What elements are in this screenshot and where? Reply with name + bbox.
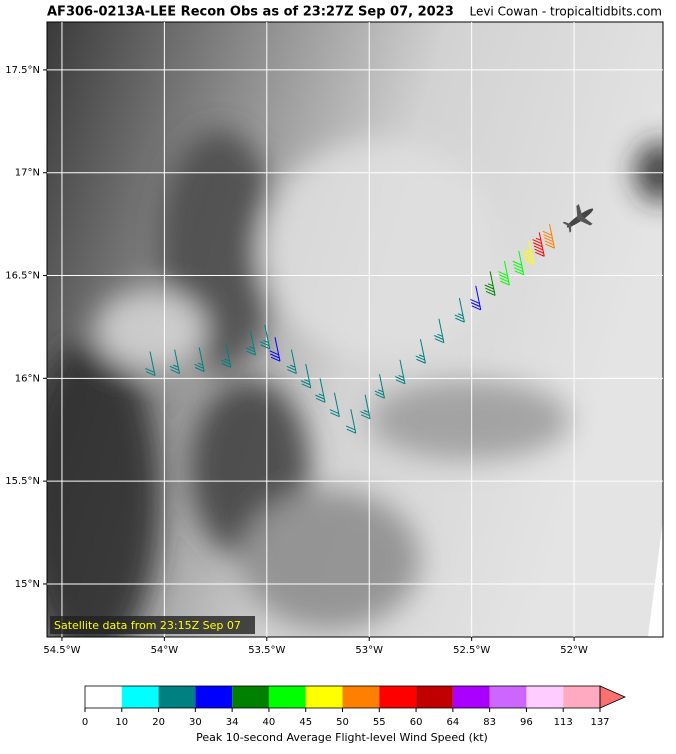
colorbar: 0 10 20 30 34 40 45 50 55 60 64 83 96 113 137 (82, 685, 626, 728)
x-tick-label: 54°W (151, 645, 179, 656)
aircraft-icon (562, 204, 594, 233)
x-tick-label: 53°W (355, 645, 383, 656)
wind-barb (169, 349, 181, 375)
wind-barb (542, 224, 555, 249)
colorbar-swatch (416, 686, 453, 708)
colorbar-swatch (158, 686, 196, 708)
colorbar-label: Peak 10-second Average Flight-level Wind… (196, 731, 488, 744)
wind-barb (345, 409, 357, 434)
satellite-image (47, 22, 663, 637)
plot-frame (46, 21, 664, 638)
colorbar-swatch (489, 686, 527, 708)
colorbar-tick-label: 55 (373, 717, 386, 728)
credit: Levi Cowan - tropicaltidbits.com (469, 5, 662, 19)
wind-barb (454, 298, 465, 323)
colorbar-tick-label: 40 (263, 717, 276, 728)
wind-barb (194, 347, 205, 372)
x-tick-label: 52.5°W (453, 645, 490, 656)
wind-barb (245, 330, 256, 356)
colorbar-tick-label: 30 (189, 717, 202, 728)
wind-barb (145, 351, 156, 377)
wind-barb (329, 392, 340, 418)
y-tick-label: 16.5°N (5, 271, 40, 282)
colorbar-swatch (342, 686, 380, 708)
wind-barb (395, 359, 406, 385)
wind-barb (512, 250, 525, 276)
wind-barb (498, 261, 510, 286)
colorbar-tick-label: 113 (554, 717, 573, 728)
colorbar-swatch (305, 686, 343, 708)
colorbar-tick-label: 60 (410, 717, 423, 728)
colorbar-swatch (268, 686, 306, 708)
colorbar-swatch (195, 686, 233, 708)
colorbar-tick-label: 64 (446, 717, 459, 728)
y-tick-label: 15°N (15, 579, 40, 590)
colorbar-swatch (121, 686, 159, 708)
colorbar-tick-label: 34 (226, 717, 239, 728)
colorbar-tick-label: 83 (483, 717, 496, 728)
x-tick-label: 53.5°W (248, 645, 285, 656)
wind-barb (286, 349, 297, 375)
wind-barbs (145, 224, 555, 434)
colorbar-tick-label: 10 (115, 717, 128, 728)
colorbar-tick-label: 0 (82, 717, 88, 728)
grid (47, 22, 663, 637)
wind-barb (360, 394, 371, 420)
colorbar-swatch (526, 686, 564, 708)
colorbar-swatch (379, 686, 417, 708)
wind-barb (220, 343, 232, 368)
chart-title: AF306-0213A-LEE Recon Obs as of 23:27Z S… (47, 5, 454, 20)
y-tick-label: 17.5°N (5, 65, 40, 76)
colorbar-tick-label: 137 (590, 717, 609, 728)
y-tick-label: 17°N (15, 168, 40, 179)
colorbar-swatch (85, 686, 122, 708)
colorbar-tick-label: 50 (336, 717, 349, 728)
wind-barb (269, 337, 281, 362)
x-tick-label: 54.5°W (43, 645, 80, 656)
wind-barb (259, 324, 271, 350)
wind-barb (315, 378, 326, 403)
wind-barb (300, 363, 312, 389)
colorbar-swatch (452, 686, 490, 708)
colorbar-tick-label: 20 (152, 717, 165, 728)
wind-barb (434, 318, 445, 344)
satellite-note: Satellite data from 23:15Z Sep 07 (54, 619, 241, 632)
y-tick-label: 15.5°N (5, 476, 40, 487)
colorbar-swatch (563, 686, 600, 708)
wind-barb (374, 374, 385, 399)
wind-barb (484, 271, 496, 296)
colorbar-tick-label: 96 (520, 717, 533, 728)
colorbar-extend (599, 685, 626, 709)
x-tick-label: 52°W (560, 645, 588, 656)
colorbar-tick-label: 45 (299, 717, 312, 728)
annotation-box (50, 616, 255, 634)
wind-barb (470, 285, 482, 311)
colorbar-swatch (232, 686, 269, 708)
wind-barb (522, 240, 535, 266)
y-tick-label: 16°N (15, 373, 40, 384)
wind-barb (415, 339, 426, 364)
wind-barb (532, 232, 545, 257)
